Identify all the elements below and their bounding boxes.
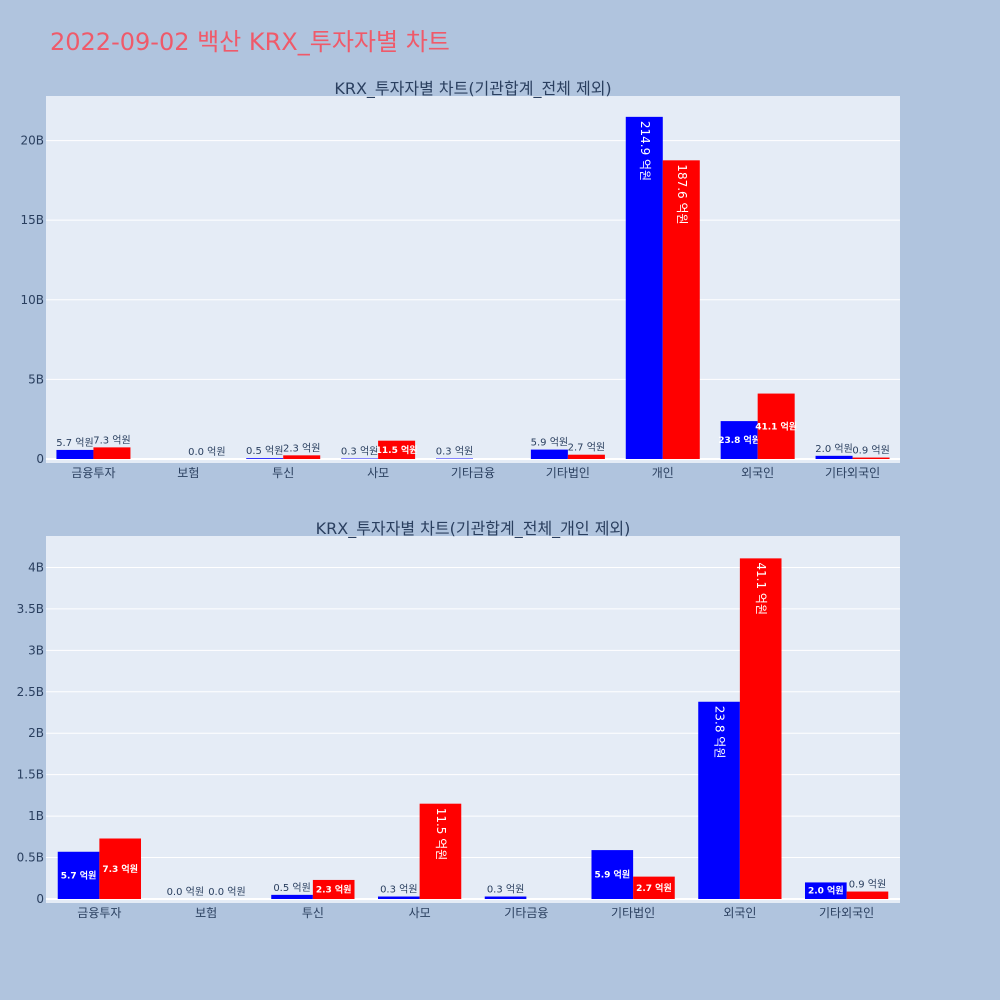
bar-sell: [283, 455, 321, 459]
x-tick-label: 기타외국인: [825, 466, 880, 480]
data-label: 5.9 억원: [594, 869, 630, 881]
data-label: 0.3 억원: [380, 884, 417, 896]
x-tick-label: 기타금융: [451, 466, 495, 480]
data-label: 41.1 억원: [755, 420, 797, 432]
chart-title: KRX_투자자별 차트(기관합계_전체 제외): [334, 79, 611, 99]
data-label: 23.8 억원: [718, 434, 760, 446]
data-label: 23.8 억원: [713, 706, 727, 759]
y-tick-label: 3B: [28, 643, 44, 657]
bar-buy: [246, 458, 284, 459]
bar-sell: [633, 876, 675, 899]
bar-sell: [93, 447, 131, 459]
data-label: 11.5 억원: [376, 444, 418, 456]
data-label: 0.9 억원: [852, 445, 889, 457]
bar-sell: [567, 454, 605, 459]
data-label: 41.1 억원: [754, 562, 768, 615]
x-tick-label: 금융투자: [77, 906, 121, 920]
data-label: 2.3 억원: [316, 883, 352, 895]
data-label: 214.9 억원: [638, 121, 652, 181]
data-label: 0.5 억원: [273, 882, 310, 894]
data-label: 0.0 억원: [167, 886, 204, 898]
bar-sell: [312, 879, 355, 899]
bar-buy: [815, 455, 853, 459]
bar-buy: [377, 896, 420, 899]
y-tick-label: 2.5B: [17, 685, 44, 699]
y-tick-label: 0: [36, 892, 44, 906]
data-label: 7.3 억원: [93, 434, 130, 446]
page-title: 2022-09-02 백산 KRX_투자자별 차트: [50, 28, 450, 56]
chart-title: KRX_투자자별 차트(기관합계_전체_개인 제외): [316, 519, 631, 539]
bar-sell: [99, 838, 142, 899]
y-tick-label: 1B: [28, 809, 44, 823]
y-tick-label: 1.5B: [17, 768, 44, 782]
y-tick-label: 2B: [28, 726, 44, 740]
bar-buy: [591, 850, 634, 899]
data-label: 2.3 억원: [283, 442, 320, 454]
bar-sell: [757, 393, 795, 459]
data-label: 0.3 억원: [341, 446, 378, 458]
data-label: 0.3 억원: [436, 446, 473, 458]
bar-buy: [698, 701, 740, 899]
y-tick-label: 0.5B: [17, 851, 44, 865]
x-tick-label: 보험: [195, 906, 217, 920]
data-label: 0.9 억원: [849, 879, 886, 891]
y-tick-label: 5B: [28, 372, 44, 386]
data-label: 2.7 억원: [636, 882, 672, 894]
bar-sell: [846, 891, 889, 899]
x-tick-label: 기타법인: [611, 906, 655, 920]
y-tick-label: 4B: [28, 560, 44, 574]
x-tick-label: 사모: [367, 466, 389, 480]
data-label: 7.3 억원: [102, 863, 138, 875]
data-label: 5.7 억원: [56, 437, 93, 449]
data-label: 2.7 억원: [568, 442, 605, 454]
bar-buy: [804, 882, 847, 899]
x-tick-label: 기타금융: [504, 906, 548, 920]
chart-top: KRX_투자자별 차트(기관합계_전체 제외) 0 5B 10B 15B 20B 금융투자 5…: [20, 79, 900, 480]
x-tick-label: 투신: [302, 906, 324, 920]
bar-buy: [271, 894, 313, 899]
y-tick-label: 20B: [20, 134, 44, 148]
bar-buy: [720, 421, 758, 459]
bar-buy: [57, 851, 100, 899]
y-tick-label: 15B: [20, 213, 44, 227]
x-tick-label: 기타외국인: [819, 906, 874, 920]
x-tick-label: 투신: [272, 466, 294, 480]
x-tick-label: 기타법인: [546, 466, 590, 480]
data-label: 0.5 억원: [246, 445, 283, 457]
bar-sell: [739, 558, 782, 899]
data-label: 187.6 억원: [675, 164, 689, 224]
bar-sell: [419, 803, 462, 899]
x-tick-label: 외국인: [723, 906, 756, 920]
x-tick-label: 사모: [409, 906, 431, 920]
bar-buy: [530, 449, 568, 459]
bar-sell: [378, 440, 416, 459]
chart-bottom: KRX_투자자별 차트(기관합계_전체_개인 제외) 0 0.5B 1B 1.5B 2B 2…: [17, 519, 900, 920]
x-tick-label: 금융투자: [71, 466, 115, 480]
y-tick-label: 3.5B: [17, 602, 44, 616]
data-label: 11.5 억원: [434, 808, 448, 861]
bar-sell: [662, 160, 700, 460]
data-label: 0.3 억원: [487, 884, 524, 896]
x-tick-label: 보험: [177, 466, 199, 480]
data-label: 0.0 억원: [208, 886, 245, 898]
x-tick-label: 개인: [652, 466, 674, 480]
data-label: 2.0 억원: [815, 443, 852, 455]
x-tick-label: 외국인: [741, 466, 774, 480]
data-label: 2.0 억원: [808, 885, 844, 897]
data-label: 5.9 억원: [531, 437, 568, 449]
y-tick-label: 0: [36, 452, 44, 466]
y-tick-label: 10B: [20, 293, 44, 307]
bar-buy: [625, 116, 663, 460]
bar-buy: [484, 896, 527, 899]
data-label: 0.0 억원: [188, 446, 225, 458]
bar-sell: [852, 457, 890, 459]
data-label: 5.7 억원: [61, 869, 97, 881]
bar-buy: [56, 449, 94, 459]
